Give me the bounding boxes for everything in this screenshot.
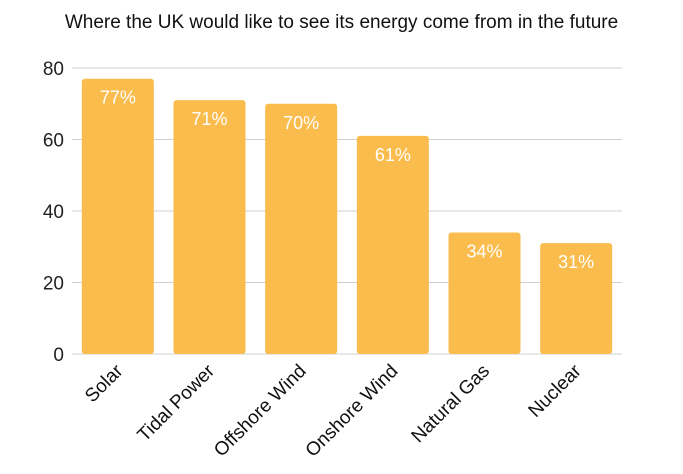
y-tick-label: 20: [43, 274, 64, 295]
bar-nuclear: [540, 243, 613, 354]
bar-tidal-power: [173, 100, 246, 354]
x-tick-label: Natural Gas: [408, 361, 495, 448]
data-label: 61%: [375, 145, 411, 165]
y-tick-label: 80: [43, 59, 64, 80]
y-tick-label: 60: [43, 131, 64, 152]
y-tick-label: 40: [43, 202, 64, 223]
x-tick-label: Offshore Wind: [210, 361, 310, 461]
data-label: 71%: [191, 109, 227, 129]
x-tick-label: Nuclear: [525, 360, 587, 422]
x-tick-label: Onshore Wind: [302, 361, 403, 462]
bar-solar: [81, 78, 154, 354]
x-tick-label: Tidal Power: [134, 360, 220, 446]
bar-offshore-wind: [265, 103, 338, 354]
data-label: 34%: [466, 241, 502, 261]
data-label: 77%: [100, 88, 136, 108]
bar-onshore-wind: [356, 135, 429, 354]
bar-natural-gas: [448, 232, 521, 354]
y-tick-label: 0: [53, 345, 64, 366]
data-label: 31%: [558, 252, 594, 272]
data-label: 70%: [283, 113, 319, 133]
x-tick-label: Solar: [81, 360, 128, 407]
chart-title: Where the UK would like to see its energ…: [64, 12, 619, 33]
